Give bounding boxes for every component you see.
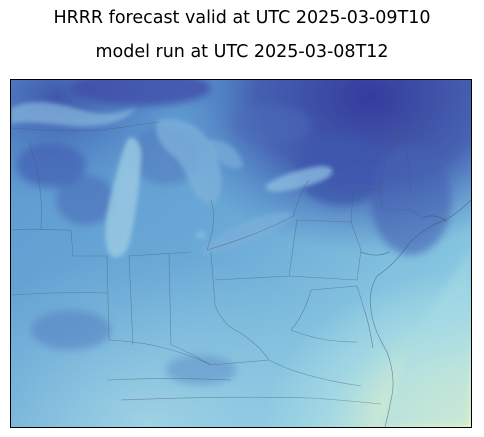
field-southeast-pale-area bbox=[11, 80, 471, 427]
ocean-light-band bbox=[381, 250, 471, 427]
coastlines bbox=[360, 199, 471, 427]
map-panel bbox=[10, 79, 472, 428]
figure-title-line-2: model run at UTC 2025-03-08T12 bbox=[95, 42, 389, 62]
forecast-map bbox=[11, 80, 471, 427]
figure-title-line-1: HRRR forecast valid at UTC 2025-03-09T10 bbox=[53, 8, 431, 28]
state-borders bbox=[11, 85, 471, 405]
